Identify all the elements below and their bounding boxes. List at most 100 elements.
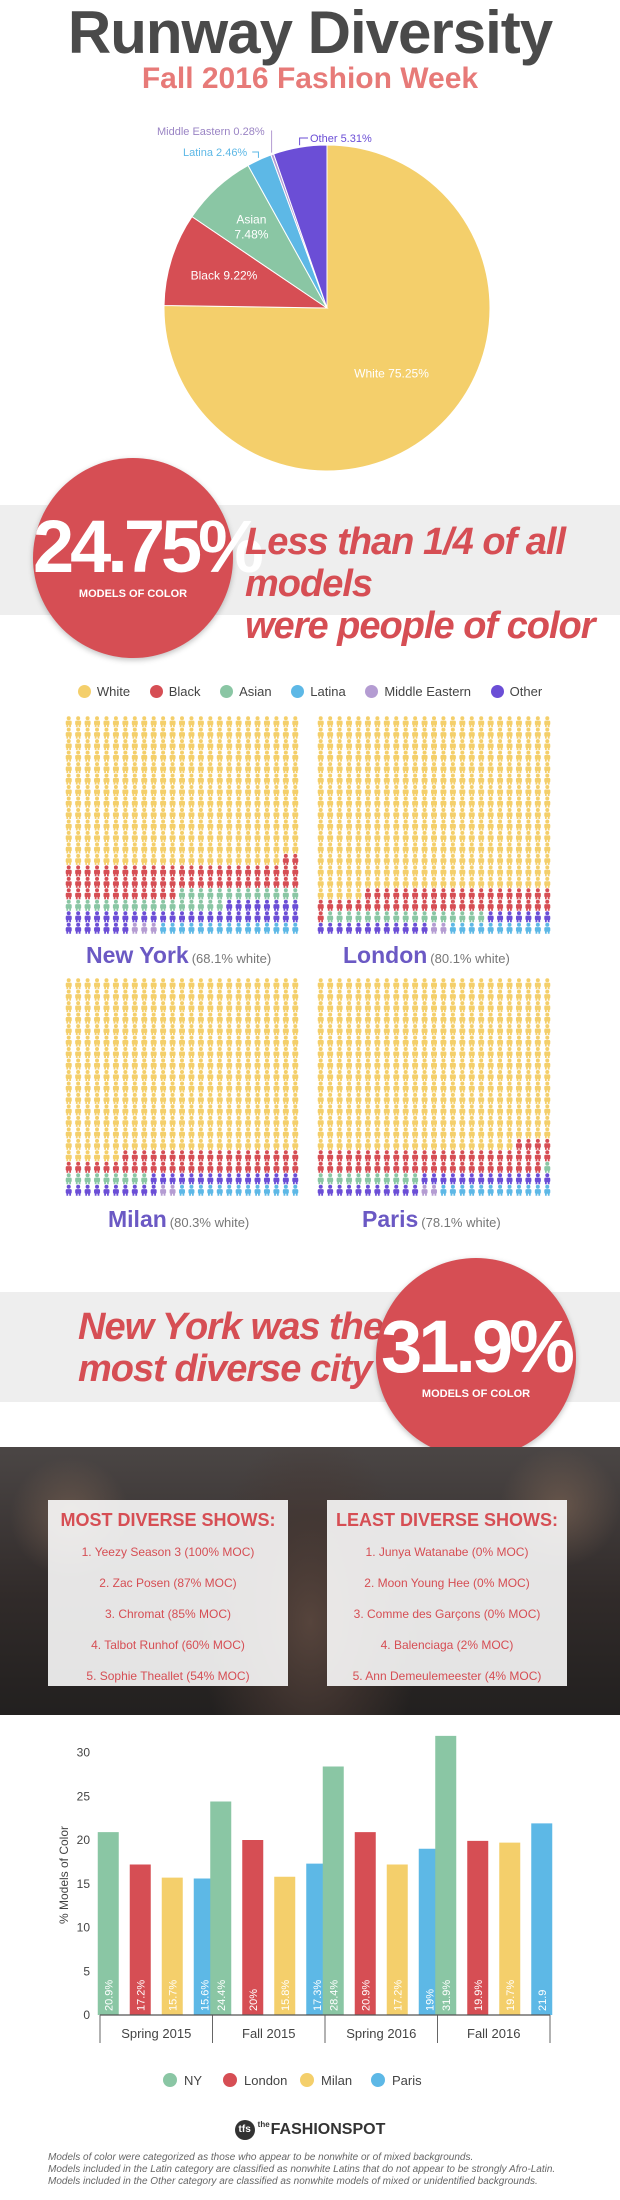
person-icon — [141, 1024, 148, 1036]
person-icon — [534, 750, 541, 762]
person-icon — [179, 807, 185, 819]
person-icon — [84, 978, 91, 990]
person-icon — [197, 1115, 204, 1127]
person-icon — [336, 888, 343, 900]
person-icon — [459, 888, 466, 900]
person-icon — [273, 716, 280, 728]
person-icon — [122, 1115, 129, 1127]
person-icon — [207, 716, 214, 728]
person-icon — [150, 807, 157, 819]
person-icon — [506, 1173, 513, 1185]
person-icon — [254, 750, 261, 762]
person-icon — [421, 785, 428, 797]
person-icon — [525, 1115, 532, 1127]
city-white-pct: (78.1% white) — [421, 1215, 501, 1230]
person-icon — [150, 1092, 157, 1104]
person-icon — [112, 1024, 119, 1036]
person-icon — [103, 716, 110, 728]
person-icon — [131, 1069, 138, 1081]
person-icon — [421, 989, 428, 1001]
person-icon — [226, 1012, 233, 1024]
person-icon — [402, 853, 409, 865]
person-icon — [374, 1092, 381, 1104]
person-icon — [94, 888, 101, 900]
city-name: London — [343, 942, 428, 968]
person-icon — [525, 1047, 532, 1059]
person-icon — [131, 1115, 138, 1127]
legend-swatch — [163, 2073, 177, 2087]
person-icon — [197, 922, 204, 934]
person-icon — [122, 1081, 129, 1093]
person-icon — [273, 762, 280, 774]
person-icon — [412, 922, 419, 934]
person-icon — [150, 762, 157, 774]
person-icon — [506, 865, 513, 877]
person-icon — [364, 796, 371, 808]
person-icon — [459, 1024, 466, 1036]
person-icon — [150, 876, 157, 888]
person-icon — [273, 989, 280, 1001]
legend-item: Asian — [220, 684, 272, 699]
person-icon — [317, 1001, 324, 1013]
person-icon — [197, 911, 204, 923]
person-icon — [355, 1104, 362, 1116]
person-icon — [487, 978, 494, 990]
person-icon — [179, 773, 185, 785]
person-icon — [65, 978, 72, 990]
person-icon — [207, 750, 214, 762]
person-icon — [393, 1058, 400, 1070]
person-icon — [131, 762, 138, 774]
stat-value-1: 24.75% — [33, 505, 264, 588]
person-icon — [103, 727, 110, 739]
person-icon — [282, 1127, 289, 1139]
person-icon — [122, 876, 129, 888]
person-icon — [336, 911, 343, 923]
person-icon — [188, 762, 195, 774]
person-icon — [122, 989, 129, 1001]
person-icon — [273, 1104, 280, 1116]
person-icon — [84, 922, 91, 934]
person-icon — [103, 911, 110, 923]
person-icon — [282, 1047, 289, 1059]
person-icon — [207, 1035, 214, 1047]
person-icon — [449, 922, 456, 934]
person-icon — [216, 1081, 223, 1093]
person-icon — [112, 853, 119, 865]
person-icon — [374, 1150, 381, 1162]
person-icon — [412, 762, 419, 774]
person-icon — [216, 739, 223, 751]
person-icon — [506, 1012, 513, 1024]
person-icon — [122, 1035, 129, 1047]
person-icon — [273, 796, 280, 808]
person-icon — [112, 1081, 119, 1093]
person-icon — [459, 773, 466, 785]
person-icon — [254, 1047, 261, 1059]
logo-mark-icon: tfs — [234, 2120, 255, 2140]
person-icon — [534, 1001, 541, 1013]
person-icon — [525, 1173, 532, 1185]
person-icon — [169, 876, 176, 888]
person-icon — [449, 1150, 456, 1162]
person-icon — [150, 1081, 157, 1093]
person-icon — [141, 727, 148, 739]
person-icon — [317, 899, 324, 911]
person-icon — [497, 1024, 504, 1036]
person-icon — [374, 842, 381, 854]
person-icon — [468, 727, 475, 739]
person-icon — [355, 978, 362, 990]
person-icon — [497, 922, 504, 934]
person-icon — [431, 739, 437, 751]
person-icon — [431, 1092, 437, 1104]
person-icon — [179, 1024, 185, 1036]
person-icon — [207, 1184, 214, 1196]
person-icon — [355, 716, 362, 728]
person-icon — [497, 1081, 504, 1093]
person-icon — [273, 1184, 280, 1196]
person-icon — [327, 1001, 334, 1013]
person-icon — [364, 922, 371, 934]
person-icon — [235, 1150, 242, 1162]
person-icon — [402, 796, 409, 808]
person-icon — [131, 865, 138, 877]
pie-chart: White 75.25%Black 9.22%Asian7.48%Latina … — [157, 126, 491, 472]
person-icon — [160, 1069, 167, 1081]
